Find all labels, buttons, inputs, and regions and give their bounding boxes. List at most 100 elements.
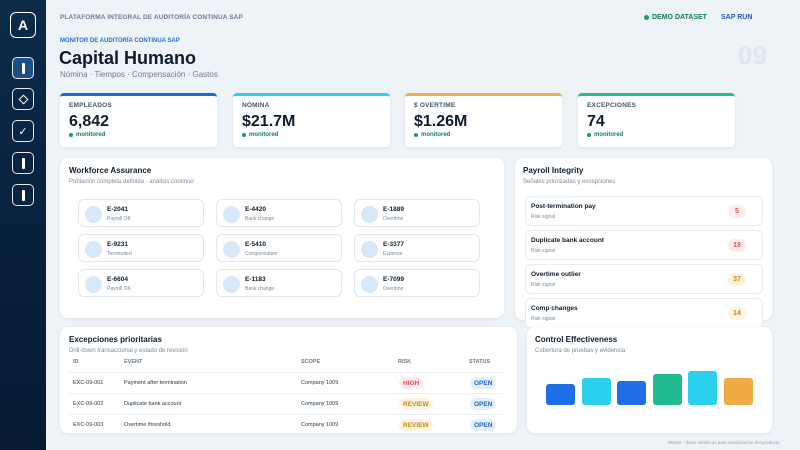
panel-subtitle: Señales priorizadas y excepciones <box>523 179 616 185</box>
signal-name: Overtime outlier <box>531 271 581 278</box>
signal-label: Risk signal <box>531 248 556 254</box>
control-bar[interactable] <box>581 378 611 405</box>
employee-card[interactable]: E-6604 Payroll OK <box>78 269 204 297</box>
status-dot-icon <box>414 133 418 137</box>
demo-badge: DEMO DATASET <box>644 14 707 21</box>
employee-card[interactable]: E-9231 Terminated <box>78 234 204 262</box>
workforce-panel: Workforce Assurance Población completa d… <box>60 158 504 318</box>
control-bar[interactable] <box>723 378 753 405</box>
kpi-label: NÓMINA <box>242 102 270 109</box>
signal-label: Risk signal <box>531 282 556 288</box>
employee-status: Bank change <box>245 286 275 292</box>
avatar <box>361 206 378 223</box>
employee-card[interactable]: E-2041 Payroll OK <box>78 199 204 227</box>
signal-name: Comp changes <box>531 305 578 312</box>
bar-icon <box>21 62 25 74</box>
employee-card[interactable]: E-1889 Overtime <box>354 199 480 227</box>
employee-status: Payroll OK <box>107 286 131 292</box>
nav-item-settings[interactable] <box>12 184 34 206</box>
column-header-status[interactable]: STATUS <box>469 359 491 365</box>
section-label: MONITOR DE AUDITORÍA CONTINUA SAP <box>60 38 180 44</box>
nav-item-risk[interactable] <box>12 88 34 110</box>
row-scope: Company 1009 <box>301 401 339 407</box>
signal-count-badge: 5 <box>728 205 746 218</box>
risk-badge: HIGH <box>399 377 424 389</box>
risk-signal-row[interactable]: Post-termination pay Risk signal 5 <box>525 196 763 226</box>
employee-card[interactable]: E-4420 Bank change <box>216 199 342 227</box>
panel-title: Control Effectiveness <box>535 335 618 344</box>
signal-label: Risk signal <box>531 316 556 322</box>
status-dot-icon <box>242 133 246 137</box>
status-dot-icon <box>644 15 649 20</box>
risk-signal-row[interactable]: Overtime outlier Risk signal 37 <box>525 264 763 294</box>
kpi-card-excepciones[interactable]: EXCEPCIONES 74 monitored <box>578 93 735 147</box>
kpi-label: $ OVERTIME <box>414 102 456 109</box>
employee-status: Bank change <box>245 216 275 222</box>
employee-id: E-1889 <box>383 206 404 213</box>
employee-status: Compensation <box>245 251 278 257</box>
column-header-event[interactable]: EVENT <box>124 359 143 365</box>
row-event: Overtime threshold <box>124 422 171 428</box>
employee-id: E-4420 <box>245 206 266 213</box>
row-id: EXC-09-003 <box>73 422 104 428</box>
kpi-card-nomina[interactable]: NÓMINA $21.7M monitored <box>233 93 390 147</box>
page-title: Capital Humano <box>59 48 197 68</box>
panel-title: Payroll Integrity <box>523 166 584 175</box>
employee-card[interactable]: E-1183 Bank change <box>216 269 342 297</box>
employee-id: E-7099 <box>383 276 404 283</box>
avatar <box>361 276 378 293</box>
panel-subtitle: Población completa definida · análisis c… <box>69 179 194 185</box>
sap-run-link[interactable]: SAP RUN <box>721 14 753 21</box>
risk-badge: REVIEW <box>399 419 433 431</box>
control-bar[interactable] <box>688 371 717 405</box>
app-logo[interactable]: A <box>10 12 36 38</box>
employee-id: E-6604 <box>107 276 128 283</box>
avatar <box>223 206 240 223</box>
panel-subtitle: Cobertura de pruebas y evidencia <box>535 348 626 354</box>
kpi-status: monitored <box>69 132 208 138</box>
signal-name: Duplicate bank account <box>531 237 604 244</box>
risk-signal-row[interactable]: Comp changes Risk signal 14 <box>525 298 763 328</box>
nav-item-controls[interactable]: ✓ <box>12 120 34 142</box>
panel-title: Excepciones prioritarias <box>69 335 162 344</box>
status-dot-icon <box>69 133 73 137</box>
control-bar[interactable] <box>652 374 682 405</box>
signal-count-badge: 18 <box>728 239 746 252</box>
employee-card[interactable]: E-3377 Expense <box>354 234 480 262</box>
kpi-value: $21.7M <box>242 113 296 130</box>
sidebar: A ✓ <box>0 0 46 450</box>
column-header-risk[interactable]: RISK <box>398 359 412 365</box>
kpi-status-label: monitored <box>76 132 106 138</box>
nav-item-reports[interactable] <box>12 152 34 174</box>
column-header-id[interactable]: ID <box>73 359 79 365</box>
table-row[interactable]: EXC-09-002 Duplicate bank account Compan… <box>67 393 503 413</box>
nav-item-overview[interactable] <box>12 57 34 79</box>
row-scope: Company 1009 <box>301 380 339 386</box>
bar-icon <box>21 157 25 169</box>
employee-id: E-5410 <box>245 241 266 248</box>
control-bar[interactable] <box>617 381 646 405</box>
avatar <box>85 206 102 223</box>
kpi-status-label: monitored <box>594 132 624 138</box>
signal-count-badge: 14 <box>728 307 746 320</box>
avatar <box>223 276 240 293</box>
table-row[interactable]: EXC-09-001 Payment after termination Com… <box>67 372 503 392</box>
control-bar[interactable] <box>546 384 575 405</box>
employee-id: E-1183 <box>245 276 266 283</box>
risk-signal-row[interactable]: Duplicate bank account Risk signal 18 <box>525 230 763 260</box>
kpi-card-overtime[interactable]: $ OVERTIME $1.26M monitored <box>405 93 562 147</box>
bar-icon <box>21 189 25 201</box>
employee-status: Expense <box>383 251 403 257</box>
row-event: Duplicate bank account <box>124 401 182 407</box>
employee-card[interactable]: E-5410 Compensation <box>216 234 342 262</box>
table-row[interactable]: EXC-09-003 Overtime threshold Company 10… <box>67 414 503 434</box>
employee-card[interactable]: E-7099 Overtime <box>354 269 480 297</box>
column-header-scope[interactable]: SCOPE <box>301 359 321 365</box>
kpi-status: monitored <box>587 132 726 138</box>
row-scope: Company 1009 <box>301 422 339 428</box>
avatar <box>85 241 102 258</box>
row-id: EXC-09-002 <box>73 401 104 407</box>
kpi-card-empleados[interactable]: EMPLEADOS 6,842 monitored <box>60 93 217 147</box>
kpi-status-label: monitored <box>249 132 279 138</box>
avatar <box>85 276 102 293</box>
